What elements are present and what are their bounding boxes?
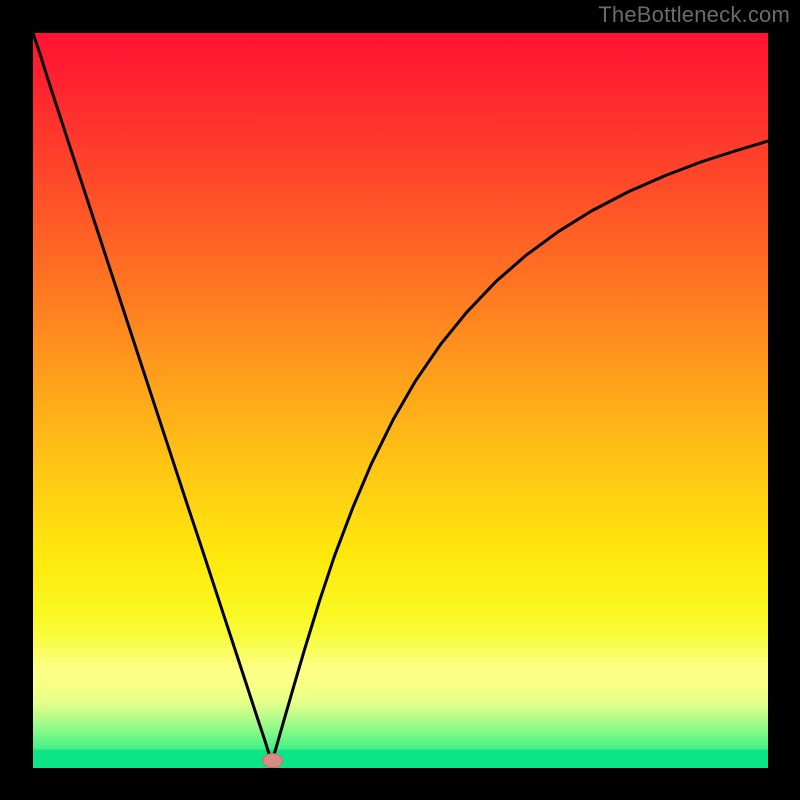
source-watermark: TheBottleneck.com <box>598 2 790 28</box>
bottleneck-chart <box>0 0 800 800</box>
chart-container: TheBottleneck.com <box>0 0 800 800</box>
minimum-marker <box>263 754 283 768</box>
bottom-green-band <box>33 750 768 768</box>
plot-background <box>33 33 768 768</box>
